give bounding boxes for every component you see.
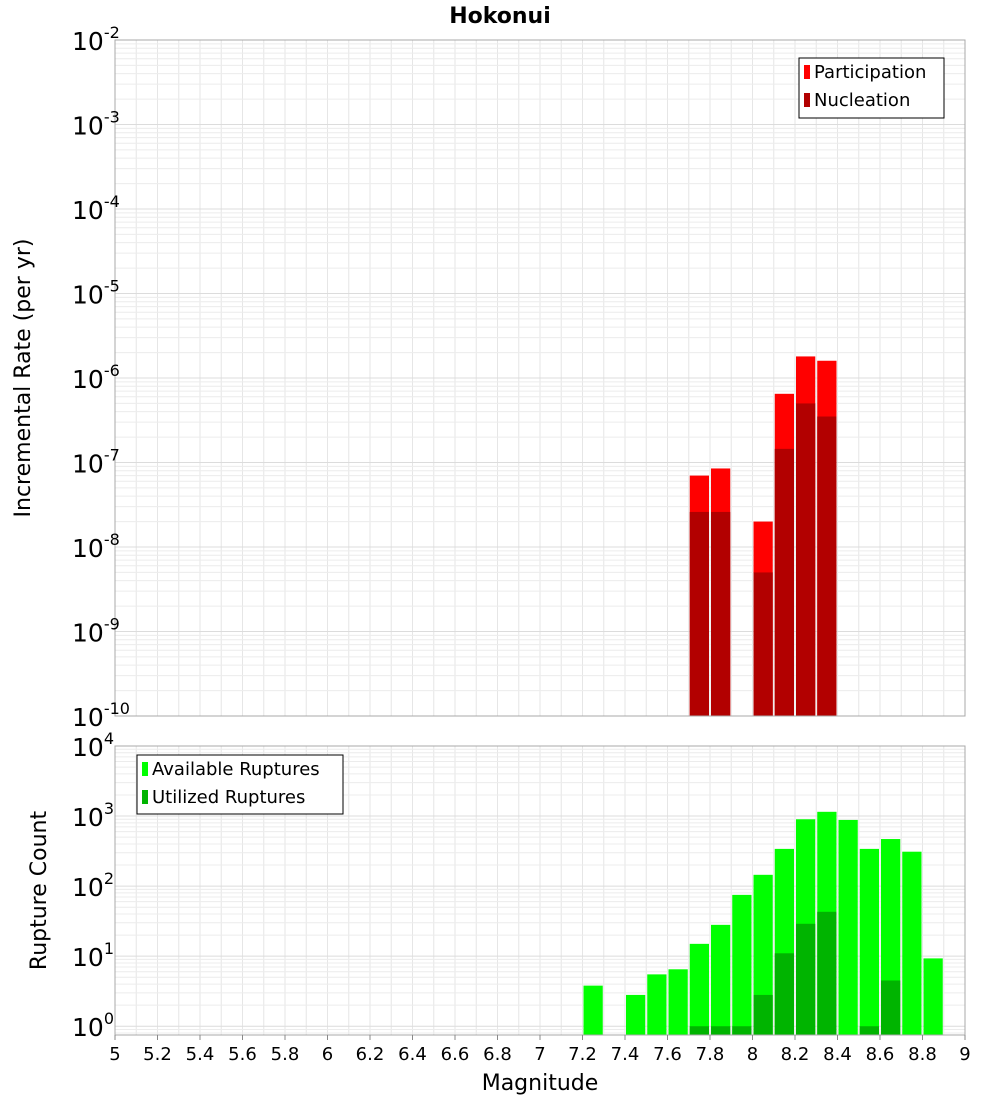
y-tick-label: 104 <box>72 729 114 762</box>
bar-nucleation <box>753 572 773 716</box>
rate-panel: 10-2 10-3 10-4 10-5 10-6 10-7 10-8 10-9 10-10 Inc… <box>11 23 966 732</box>
x-tick-label: 7.4 <box>611 1044 640 1065</box>
bar-nucleation <box>711 511 731 716</box>
legend-swatch <box>804 93 810 107</box>
y-axis-label-count: Rupture Count <box>27 811 52 971</box>
x-tick-label: 7.6 <box>653 1044 682 1065</box>
y-tick-label: 100 <box>72 1009 114 1042</box>
legend-label: Available Ruptures <box>152 759 320 780</box>
series-nucleation <box>689 403 837 716</box>
bar-available-ruptures <box>583 985 603 1035</box>
y-tick-label: 102 <box>72 869 114 902</box>
x-tick-label: 5 <box>109 1044 120 1065</box>
bar-nucleation <box>774 448 794 716</box>
bar-nucleation <box>817 416 837 716</box>
legend-swatch <box>142 790 148 804</box>
x-tick-label: 8.6 <box>866 1044 895 1065</box>
x-tick-label: 8.2 <box>781 1044 810 1065</box>
x-tick-label: 7.8 <box>696 1044 725 1065</box>
bar-available-ruptures <box>668 969 688 1035</box>
x-axis-label: Magnitude <box>482 1071 599 1096</box>
bar-available-ruptures <box>838 819 858 1035</box>
x-tick-label: 7 <box>534 1044 545 1065</box>
x-tick-label: 8.4 <box>823 1044 852 1065</box>
bar-available-ruptures <box>732 894 752 1035</box>
y-tick-label: 10-6 <box>72 361 120 394</box>
bar-available-ruptures <box>923 958 943 1035</box>
bar-utilized-ruptures <box>817 911 837 1035</box>
x-tick-label: 6 <box>322 1044 333 1065</box>
legend-label: Nucleation <box>814 90 910 111</box>
bar-utilized-ruptures <box>753 994 773 1035</box>
x-tick-label: 5.6 <box>228 1044 257 1065</box>
plot-frame <box>114 39 966 717</box>
x-axis: 5 5.2 5.4 5.6 5.8 6 6.2 6.4 6.6 6.8 7 7.2 7.4 7.6 7.8 8… <box>109 1035 971 1065</box>
legend-rate: Participation Nucleation <box>798 57 945 119</box>
legend-swatch <box>142 762 148 776</box>
bar-available-ruptures <box>859 848 879 1035</box>
x-tick-label: 5.4 <box>186 1044 215 1065</box>
y-tick-label: 103 <box>72 799 114 832</box>
gridlines <box>115 40 965 716</box>
y-tick-label: 10-4 <box>72 192 120 225</box>
bar-utilized-ruptures <box>774 953 794 1035</box>
y-tick-label: 10-10 <box>72 699 130 732</box>
y-tick-label: 10-5 <box>72 277 120 310</box>
bar-utilized-ruptures <box>859 1026 879 1035</box>
bar-available-ruptures <box>902 851 922 1035</box>
bar-available-ruptures <box>626 994 646 1035</box>
bar-utilized-ruptures <box>796 923 816 1035</box>
bar-utilized-ruptures <box>881 980 901 1035</box>
bar-available-ruptures <box>711 924 731 1035</box>
x-tick-label: 8.8 <box>908 1044 937 1065</box>
x-tick-label: 6.2 <box>356 1044 385 1065</box>
series-utilized-ruptures <box>689 911 901 1035</box>
x-tick-label: 6.4 <box>398 1044 427 1065</box>
x-tick-label: 6.6 <box>441 1044 470 1065</box>
y-tick-labels: 104 103 102 101 100 <box>72 729 114 1042</box>
legend-swatch <box>804 65 810 79</box>
legend-box <box>136 754 344 815</box>
chart-title: Hokonui <box>449 4 551 29</box>
y-tick-labels: 10-2 10-3 10-4 10-5 10-6 10-7 10-8 10-9 10-10 <box>72 23 130 732</box>
x-tick-label: 6.8 <box>483 1044 512 1065</box>
legend-box <box>798 57 945 119</box>
y-tick-label: 101 <box>72 939 114 972</box>
y-tick-label: 10-3 <box>72 108 120 141</box>
bar-available-ruptures <box>647 974 667 1035</box>
y-tick-label: 10-9 <box>72 615 120 648</box>
x-tick-label: 8 <box>747 1044 758 1065</box>
bar-utilized-ruptures <box>689 1026 709 1035</box>
y-tick-label: 10-8 <box>72 530 120 563</box>
x-tick-label: 7.2 <box>568 1044 597 1065</box>
bar-nucleation <box>689 511 709 716</box>
bar-nucleation <box>796 403 816 716</box>
bar-utilized-ruptures <box>732 1026 752 1035</box>
count-panel: 104 103 102 101 100 Rupture Count Available Ru… <box>27 729 966 1042</box>
x-tick-label: 5.8 <box>271 1044 300 1065</box>
bar-utilized-ruptures <box>711 1026 731 1035</box>
legend-label: Utilized Ruptures <box>152 787 305 808</box>
y-axis-label-rate: Incremental Rate (per yr) <box>11 239 36 518</box>
legend-label: Participation <box>814 62 926 83</box>
x-tick-label: 9 <box>959 1044 970 1065</box>
y-tick-label: 10-2 <box>72 23 120 56</box>
bar-available-ruptures <box>689 943 709 1035</box>
x-tick-label: 5.2 <box>143 1044 172 1065</box>
y-tick-label: 10-7 <box>72 446 120 479</box>
legend-count: Available Ruptures Utilized Ruptures <box>136 754 344 815</box>
